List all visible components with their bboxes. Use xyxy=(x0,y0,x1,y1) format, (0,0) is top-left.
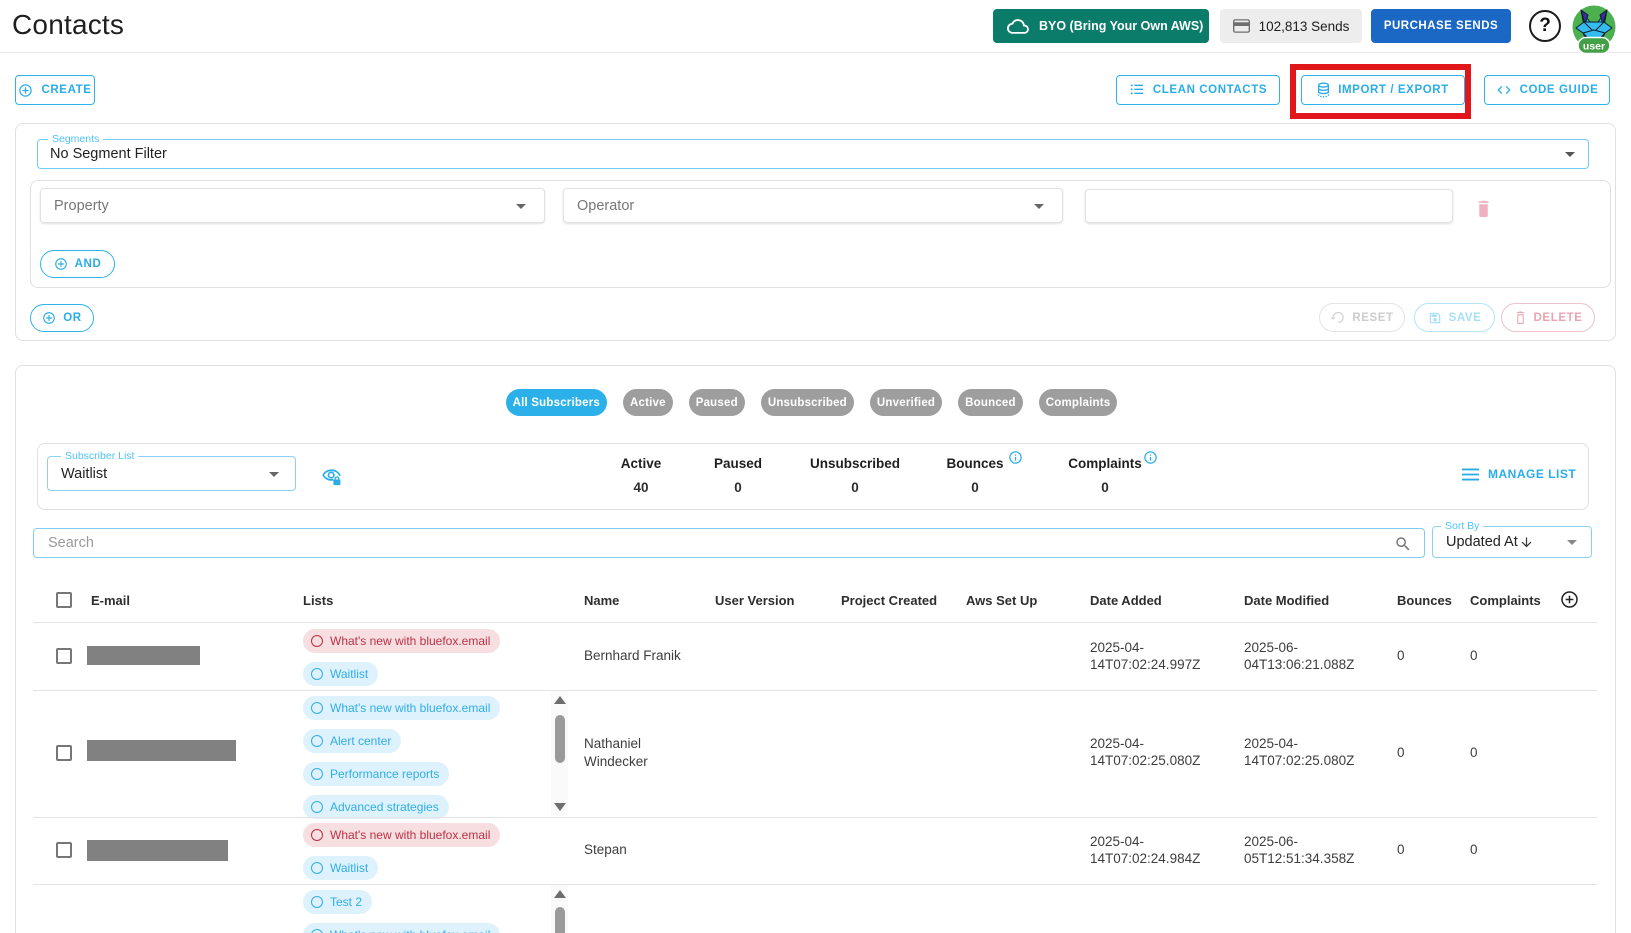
svg-text:user: user xyxy=(1583,41,1605,53)
